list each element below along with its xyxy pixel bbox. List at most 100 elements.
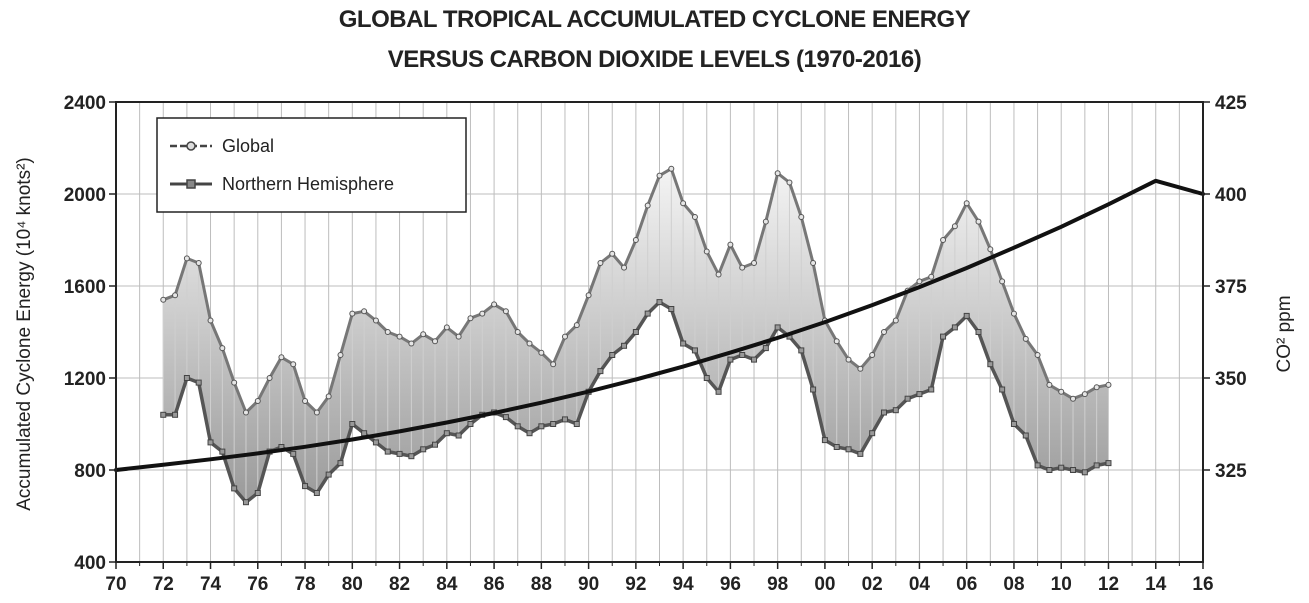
nh-point bbox=[609, 352, 616, 358]
global-point bbox=[951, 223, 958, 230]
global-point bbox=[892, 317, 899, 324]
nh-point bbox=[242, 499, 249, 506]
series-co2-line bbox=[114, 178, 1205, 472]
global-point bbox=[869, 352, 876, 358]
global-point bbox=[857, 365, 864, 372]
x-tick-label: 80 bbox=[342, 574, 363, 595]
global-point bbox=[302, 398, 309, 404]
global-point bbox=[621, 264, 628, 271]
nh-point bbox=[703, 375, 710, 381]
nh-point bbox=[443, 430, 450, 437]
x-tick-label: 90 bbox=[578, 574, 599, 595]
global-point bbox=[1046, 381, 1053, 388]
global-point bbox=[987, 246, 994, 253]
x-tick-label: 78 bbox=[294, 574, 315, 595]
nh-point bbox=[951, 324, 958, 331]
x-tick-label: 84 bbox=[436, 574, 458, 595]
nh-point bbox=[739, 352, 746, 358]
nh-point bbox=[833, 444, 840, 450]
global-point bbox=[1010, 310, 1017, 317]
nh-point bbox=[1081, 469, 1088, 476]
nh-point bbox=[302, 483, 309, 490]
global-point bbox=[644, 202, 651, 209]
nh-point bbox=[219, 448, 226, 455]
x-tick-label: 74 bbox=[200, 574, 222, 595]
global-point bbox=[491, 301, 498, 308]
nh-point bbox=[916, 391, 923, 398]
global-point bbox=[290, 361, 297, 368]
nh-point bbox=[892, 407, 899, 414]
global-point bbox=[810, 260, 817, 266]
global-point bbox=[880, 329, 887, 335]
global-point bbox=[514, 329, 521, 335]
nh-point bbox=[384, 448, 391, 455]
nh-point bbox=[183, 375, 190, 381]
global-point bbox=[786, 179, 793, 186]
nh-point bbox=[691, 347, 698, 354]
x-tick-label: 70 bbox=[105, 574, 126, 595]
nh-point bbox=[751, 356, 758, 363]
global-point bbox=[278, 354, 285, 361]
nh-point bbox=[195, 379, 202, 386]
nh-point bbox=[727, 356, 734, 363]
nh-point bbox=[715, 388, 722, 395]
global-point bbox=[774, 170, 781, 177]
global-point bbox=[1070, 395, 1077, 402]
x-tick-label: 96 bbox=[720, 574, 741, 595]
global-point bbox=[916, 278, 923, 285]
series-lines bbox=[114, 165, 1205, 506]
nh-point bbox=[573, 421, 580, 427]
global-point bbox=[999, 278, 1006, 285]
y2-tick-label: 350 bbox=[1215, 369, 1247, 390]
nh-point bbox=[538, 423, 545, 430]
legend-global-marker bbox=[186, 141, 196, 151]
global-point bbox=[408, 340, 415, 347]
global-point bbox=[940, 237, 947, 243]
global-point bbox=[538, 349, 545, 356]
global-point bbox=[1034, 352, 1041, 358]
global-point bbox=[691, 214, 698, 220]
nh-point bbox=[396, 450, 403, 457]
legend: Global Northern Hemisphere bbox=[156, 117, 467, 213]
global-point bbox=[479, 310, 486, 317]
nh-point bbox=[656, 299, 663, 306]
nh-point bbox=[1058, 464, 1065, 471]
nh-point bbox=[668, 306, 675, 312]
global-point bbox=[384, 329, 391, 335]
global-point bbox=[313, 409, 320, 416]
global-point bbox=[1105, 381, 1112, 388]
nh-point bbox=[325, 471, 332, 478]
nh-point bbox=[632, 329, 639, 335]
nh-point bbox=[1070, 467, 1077, 473]
y-axis-label: Accumulated Cyclone Energy (10⁴ knots²) bbox=[14, 157, 35, 511]
global-point bbox=[975, 218, 982, 225]
nh-point bbox=[1046, 467, 1053, 473]
nh-point bbox=[337, 460, 344, 467]
global-point bbox=[597, 260, 604, 266]
nh-point bbox=[550, 421, 557, 427]
global-point bbox=[455, 333, 462, 340]
ace-difference-band bbox=[162, 168, 1109, 503]
nh-point bbox=[207, 439, 214, 446]
global-point bbox=[715, 271, 722, 278]
global-point bbox=[632, 237, 639, 243]
global-point bbox=[751, 260, 758, 266]
global-point bbox=[160, 296, 167, 303]
nh-point bbox=[526, 430, 533, 437]
nh-point bbox=[254, 490, 261, 496]
y2-tick-label: 325 bbox=[1215, 461, 1247, 482]
y-tick-label: 400 bbox=[74, 553, 106, 574]
global-point bbox=[195, 260, 202, 266]
y-tick-label: 1600 bbox=[64, 277, 106, 298]
x-tick-label: 16 bbox=[1192, 574, 1213, 595]
nh-point bbox=[349, 421, 356, 427]
global-point bbox=[798, 214, 805, 220]
nh-point bbox=[1022, 432, 1029, 439]
nh-point bbox=[821, 437, 828, 444]
nh-point bbox=[361, 430, 368, 437]
nh-point bbox=[597, 368, 604, 375]
nh-point bbox=[987, 361, 994, 368]
nh-point bbox=[621, 342, 628, 349]
x-tick-label: 94 bbox=[673, 574, 695, 595]
nh-point bbox=[420, 446, 427, 453]
